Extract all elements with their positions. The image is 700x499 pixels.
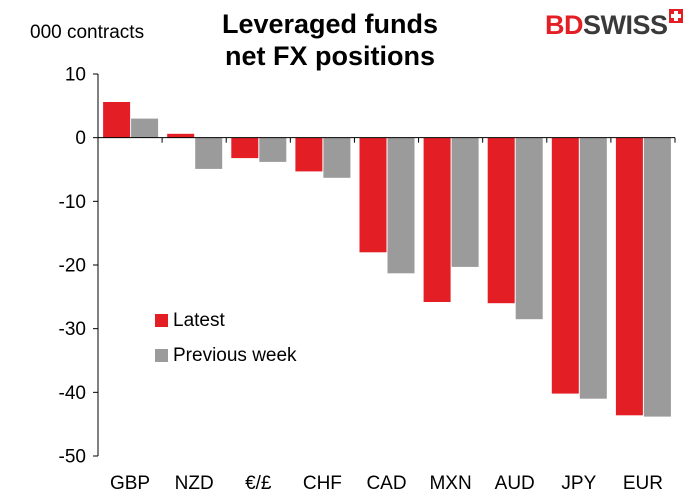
legend-label-previous: Previous week xyxy=(173,344,297,366)
bar-previous-7 xyxy=(579,137,607,399)
legend-label-latest: Latest xyxy=(173,309,225,331)
legend: Latest Previous week xyxy=(155,303,297,373)
x-category-label: GBP xyxy=(110,473,150,494)
chart-title: Leveraged funds net FX positions xyxy=(150,8,510,72)
bar-previous-6 xyxy=(515,137,543,320)
swiss-cross-icon xyxy=(668,9,683,23)
x-category-label: EUR xyxy=(623,473,663,494)
y-tick-label: -30 xyxy=(59,319,86,340)
bar-latest-3 xyxy=(295,137,323,172)
bar-previous-5 xyxy=(451,137,479,267)
x-category-label: JPY xyxy=(561,473,596,494)
logo-bd-text: BD xyxy=(545,10,584,40)
bar-latest-1 xyxy=(167,133,195,138)
bar-latest-4 xyxy=(359,137,387,253)
bar-previous-8 xyxy=(643,137,671,417)
y-axis-unit-label: 000 contracts xyxy=(30,22,145,43)
bdswiss-logo: BDSWISS xyxy=(545,9,683,41)
legend-swatch-previous xyxy=(155,349,168,362)
x-category-label: CAD xyxy=(366,473,406,494)
bar-latest-5 xyxy=(423,137,451,302)
bar-previous-3 xyxy=(323,137,351,178)
logo-swiss-text: SWISS xyxy=(583,10,668,40)
bar-latest-6 xyxy=(487,137,515,304)
y-tick-label: -10 xyxy=(59,192,86,213)
x-category-label: €/£ xyxy=(245,473,272,494)
x-category-label: AUD xyxy=(495,473,535,494)
legend-swatch-latest xyxy=(155,314,168,327)
y-tick-label: 10 xyxy=(65,65,86,86)
chart-title-line2: net FX positions xyxy=(224,41,435,71)
bar-previous-1 xyxy=(195,137,223,169)
bar-previous-2 xyxy=(259,137,287,162)
y-tick-label: -40 xyxy=(59,383,86,404)
x-category-label: CHF xyxy=(303,473,342,494)
bar-latest-8 xyxy=(615,137,643,416)
legend-item-latest: Latest xyxy=(155,303,297,338)
x-category-label: MXN xyxy=(429,473,471,494)
bar-previous-0 xyxy=(131,118,159,138)
bar-latest-0 xyxy=(103,102,131,138)
chart-title-line1: Leveraged funds xyxy=(221,9,439,39)
bar-latest-2 xyxy=(231,137,259,159)
y-tick-label: 0 xyxy=(75,128,86,149)
x-category-label: NZD xyxy=(175,473,214,494)
bar-previous-4 xyxy=(387,137,415,274)
y-tick-label: -50 xyxy=(59,447,86,468)
legend-item-previous: Previous week xyxy=(155,338,297,373)
y-tick-label: -20 xyxy=(59,256,86,277)
bar-latest-7 xyxy=(551,137,579,394)
